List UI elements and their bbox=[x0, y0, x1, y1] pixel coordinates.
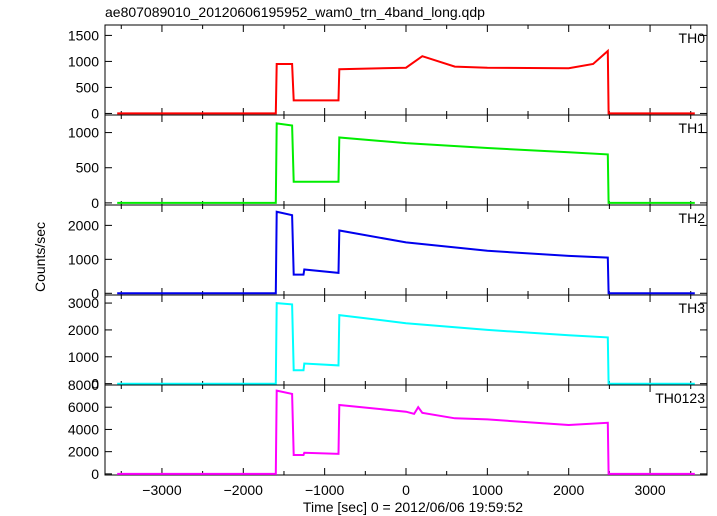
x-tick-label: 3000 bbox=[634, 482, 665, 498]
y-tick-label: 6000 bbox=[68, 399, 99, 415]
panel-frame bbox=[104, 114, 708, 206]
y-tick-label: 1000 bbox=[68, 349, 99, 365]
x-axis-label: Time [sec] 0 = 2012/06/06 19:59:52 bbox=[303, 499, 523, 515]
y-tick-label: 0 bbox=[91, 105, 99, 121]
y-tick-label: 0 bbox=[91, 195, 99, 211]
panel-frame bbox=[104, 384, 708, 476]
y-tick-label: 0 bbox=[91, 376, 99, 392]
y-tick-label: 500 bbox=[76, 79, 100, 95]
panel-th2: 0 1000 2000 TH2 bbox=[68, 204, 708, 301]
x-tick-label: −1000 bbox=[305, 482, 345, 498]
y-tick-label: 1000 bbox=[68, 125, 99, 141]
series-line-th3 bbox=[117, 302, 695, 385]
panel-th1: 0 500 1000 TH1 bbox=[68, 114, 708, 211]
y-tick-label: 0 bbox=[91, 466, 99, 482]
y-tick-label: 500 bbox=[76, 160, 100, 176]
chart-title: ae807089010_20120606195952_wam0_trn_4ban… bbox=[105, 4, 485, 20]
y-axis-label: Counts/sec bbox=[32, 222, 48, 292]
x-tick-label: 0 bbox=[402, 482, 410, 498]
y-tick-label: 1500 bbox=[68, 27, 99, 43]
panels-group: 0 500 1000 1500 TH0 0 500 1000 TH1 0 1000 2000 TH2 0 1… bbox=[68, 24, 708, 498]
panel-frame bbox=[104, 24, 708, 116]
series-line-th0 bbox=[117, 48, 695, 115]
panel-label-th3: TH3 bbox=[679, 300, 706, 316]
panel-frame bbox=[104, 204, 708, 296]
y-tick-label: 2000 bbox=[68, 322, 99, 338]
y-tick-label: 3000 bbox=[68, 295, 99, 311]
panel-label-th0123: TH0123 bbox=[655, 390, 705, 406]
x-tick-label: 1000 bbox=[472, 482, 503, 498]
series-line-th0123 bbox=[117, 389, 695, 475]
series-line-th1 bbox=[117, 122, 695, 204]
x-tick-label: −2000 bbox=[224, 482, 264, 498]
y-tick-label: 1000 bbox=[68, 53, 99, 69]
series-line-th2 bbox=[117, 210, 695, 295]
panel-th0123: 0 2000 4000 6000 8000 TH0123 bbox=[68, 377, 708, 482]
y-tick-label: 2000 bbox=[68, 444, 99, 460]
y-tick-label: 0 bbox=[91, 285, 99, 301]
panel-frame bbox=[104, 294, 708, 386]
panel-label-th0: TH0 bbox=[679, 30, 706, 46]
panel-th0: 0 500 1000 1500 TH0 bbox=[68, 24, 708, 121]
y-tick-label: 4000 bbox=[68, 421, 99, 437]
y-tick-label: 8000 bbox=[68, 377, 99, 393]
panel-th3: 0 1000 2000 3000 TH3 bbox=[68, 294, 708, 392]
x-tick-label: 2000 bbox=[553, 482, 584, 498]
panel-label-th2: TH2 bbox=[679, 210, 706, 226]
y-tick-label: 2000 bbox=[68, 217, 99, 233]
y-tick-label: 1000 bbox=[68, 251, 99, 267]
panel-label-th1: TH1 bbox=[679, 120, 706, 136]
x-tick-label: −3000 bbox=[142, 482, 182, 498]
